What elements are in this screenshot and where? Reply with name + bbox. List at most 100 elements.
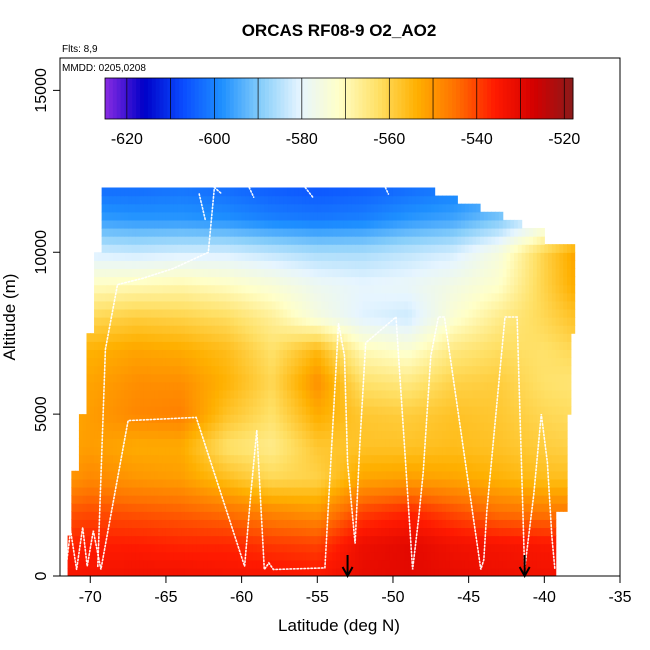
heatmap-cell — [332, 551, 337, 561]
heatmap-cell — [563, 397, 568, 407]
heatmap-cell — [468, 567, 474, 576]
heatmap-cell — [252, 389, 258, 399]
heatmap-cell — [169, 292, 175, 302]
heatmap-cell — [226, 357, 231, 367]
heatmap-cell — [427, 414, 432, 423]
heatmap-cell — [324, 325, 330, 334]
heatmap-cell — [302, 341, 307, 350]
heatmap-cell — [472, 268, 477, 278]
heatmap-cell — [192, 438, 197, 448]
heatmap-cell — [275, 446, 281, 456]
heatmap-cell — [411, 406, 417, 415]
heatmap-cell — [324, 543, 330, 553]
heatmap-cell — [370, 397, 375, 407]
heatmap-cell — [430, 389, 436, 399]
heatmap-cell — [169, 567, 175, 576]
heatmap-cell — [298, 551, 303, 561]
heatmap-cell — [555, 317, 561, 326]
heatmap-cell — [264, 511, 269, 520]
heatmap-cell — [457, 325, 462, 334]
heatmap-cell — [226, 381, 231, 391]
heatmap-cell — [150, 292, 156, 302]
heatmap-cell — [396, 486, 402, 496]
heatmap-cell — [498, 389, 504, 399]
heatmap-cell — [203, 284, 209, 294]
heatmap-cell — [200, 414, 205, 423]
heatmap-cell — [385, 292, 390, 302]
heatmap-cell — [502, 519, 508, 529]
heatmap-cell — [415, 317, 421, 326]
heatmap-cell — [544, 551, 549, 561]
heatmap-cell — [476, 300, 481, 310]
heatmap-cell — [287, 341, 292, 350]
heatmap-cell — [298, 284, 303, 294]
heatmap-cell — [135, 317, 141, 326]
heatmap-cell — [392, 414, 398, 423]
heatmap-cell — [302, 430, 307, 439]
heatmap-cell — [230, 292, 235, 302]
heatmap-cell — [109, 430, 114, 439]
heatmap-cell — [427, 357, 432, 367]
heatmap-cell — [321, 397, 326, 407]
heatmap-cell — [169, 381, 175, 391]
heatmap-cell — [411, 511, 417, 520]
heatmap-cell — [374, 373, 379, 383]
heatmap-cell — [112, 430, 118, 439]
heatmap-cell — [71, 551, 76, 561]
heatmap-cell — [381, 357, 386, 367]
heatmap-cell — [502, 503, 508, 512]
heatmap-cell — [317, 325, 322, 334]
heatmap-cell — [491, 308, 496, 318]
heatmap-cell — [498, 414, 504, 423]
heatmap-cell — [411, 470, 417, 480]
heatmap-cell — [551, 357, 557, 367]
heatmap-cell — [218, 406, 224, 415]
heatmap-cell — [234, 284, 239, 294]
heatmap-cell — [510, 511, 515, 520]
heatmap-cell — [287, 495, 292, 504]
heatmap-cell — [404, 308, 409, 318]
heatmap-cell — [392, 349, 398, 359]
heatmap-cell — [336, 551, 341, 561]
heatmap-cell — [147, 276, 152, 286]
heatmap-cell — [290, 260, 296, 270]
heatmap-cell — [200, 470, 205, 480]
heatmap-cell — [305, 446, 311, 456]
heatmap-cell — [222, 373, 228, 383]
heatmap-cell — [241, 543, 246, 553]
heatmap-cell — [461, 300, 466, 310]
heatmap-cell — [298, 519, 303, 529]
heatmap-cell — [207, 308, 212, 318]
heatmap-cell — [408, 284, 413, 294]
heatmap-cell — [97, 317, 103, 326]
heatmap-cell — [423, 519, 428, 529]
heatmap-cell — [374, 511, 379, 520]
heatmap-cell — [438, 559, 443, 569]
heatmap-cell — [498, 462, 504, 472]
heatmap-cell — [555, 276, 561, 286]
heatmap-cell — [290, 454, 296, 464]
heatmap-cell — [336, 503, 341, 512]
heatmap-cell — [328, 381, 334, 391]
heatmap-cell — [408, 470, 413, 480]
heatmap-cell — [124, 543, 129, 553]
heatmap-cell — [271, 381, 277, 391]
heatmap-cell — [536, 349, 542, 359]
heatmap-cell — [476, 341, 481, 350]
heatmap-cell — [105, 397, 110, 407]
heatmap-cell — [430, 333, 436, 342]
heatmap-cell — [442, 422, 447, 431]
heatmap-cell — [256, 292, 262, 302]
heatmap-cell — [529, 276, 534, 286]
heatmap-cell — [495, 430, 500, 439]
heatmap-cell — [120, 325, 125, 334]
heatmap-cell — [218, 446, 224, 456]
heatmap-cell — [143, 543, 148, 553]
heatmap-cell — [283, 511, 288, 520]
heatmap-cell — [215, 495, 220, 504]
heatmap-cell — [279, 535, 284, 545]
heatmap-cell — [321, 470, 326, 480]
heatmap-cell — [271, 567, 277, 576]
heatmap-cell — [302, 276, 307, 286]
heatmap-cell — [173, 365, 178, 375]
